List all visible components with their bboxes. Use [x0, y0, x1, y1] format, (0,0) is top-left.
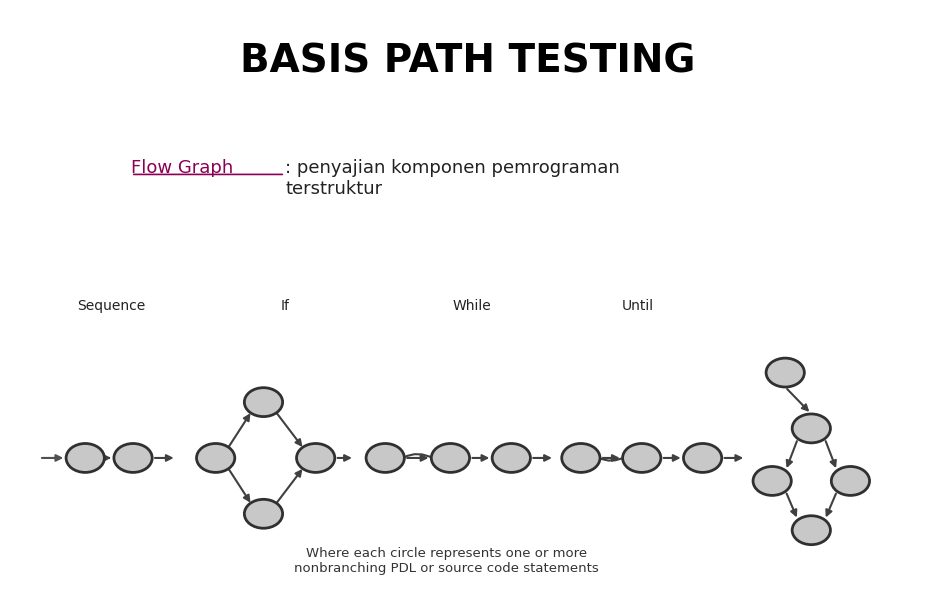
Text: BASIS PATH TESTING: BASIS PATH TESTING: [239, 43, 696, 81]
Text: Until: Until: [622, 299, 654, 313]
Text: While: While: [453, 299, 492, 313]
Circle shape: [562, 444, 600, 472]
Circle shape: [244, 387, 282, 417]
Circle shape: [831, 466, 870, 495]
Text: If: If: [280, 299, 290, 313]
Text: Where each circle represents one or more
nonbranching PDL or source code stateme: Where each circle represents one or more…: [294, 547, 598, 575]
Circle shape: [114, 444, 152, 472]
Circle shape: [196, 444, 235, 472]
Circle shape: [492, 444, 530, 472]
Circle shape: [753, 466, 791, 495]
Circle shape: [244, 499, 282, 528]
Text: : penyajian komponen pemrograman
terstruktur: : penyajian komponen pemrograman terstru…: [285, 159, 620, 198]
Circle shape: [431, 444, 469, 472]
Circle shape: [66, 444, 105, 472]
Text: Sequence: Sequence: [78, 299, 146, 313]
Circle shape: [683, 444, 722, 472]
Circle shape: [792, 414, 830, 443]
Circle shape: [766, 358, 804, 387]
Circle shape: [792, 516, 830, 545]
Circle shape: [367, 444, 404, 472]
Text: Flow Graph: Flow Graph: [131, 159, 233, 177]
Circle shape: [623, 444, 661, 472]
Circle shape: [296, 444, 335, 472]
